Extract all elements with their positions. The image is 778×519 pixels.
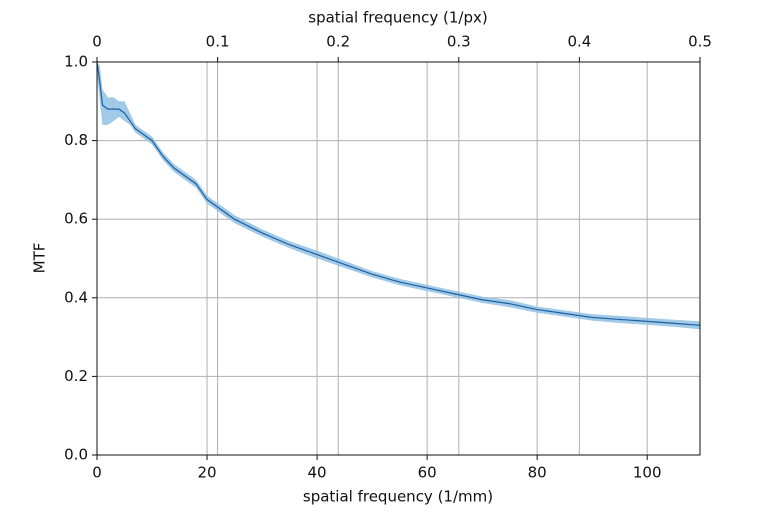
x2-tick-label: 0	[92, 33, 102, 51]
x-tick-label: 20	[197, 464, 216, 482]
x-axis-label: spatial frequency (1/mm)	[303, 488, 493, 506]
y-tick-label: 0.0	[64, 446, 88, 464]
y-axis-label: MTF	[31, 243, 49, 274]
y-tick-label: 0.2	[64, 367, 88, 385]
x-tick-label: 80	[528, 464, 547, 482]
x2-tick-label: 0.3	[447, 33, 471, 51]
x2-tick-label: 0.5	[688, 33, 712, 51]
y-tick-label: 0.8	[64, 131, 88, 149]
x2-axis-label: spatial frequency (1/px)	[308, 9, 487, 27]
mtf-line	[96, 61, 701, 326]
x-tick-label: 60	[418, 464, 437, 482]
x-tick-label: 100	[633, 464, 662, 482]
x2-tick-label: 0.1	[206, 33, 230, 51]
y-tick-label: 0.4	[64, 288, 88, 306]
x2-tick-label: 0.4	[567, 33, 591, 51]
confidence-band	[97, 62, 700, 330]
y-tick-label: 0.6	[64, 210, 88, 228]
x-tick-label: 0	[92, 464, 102, 482]
y-tick-label: 1.0	[64, 53, 88, 71]
x-tick-label: 40	[308, 464, 327, 482]
plot-frame	[96, 61, 701, 456]
x2-tick-label: 0.2	[326, 33, 350, 51]
